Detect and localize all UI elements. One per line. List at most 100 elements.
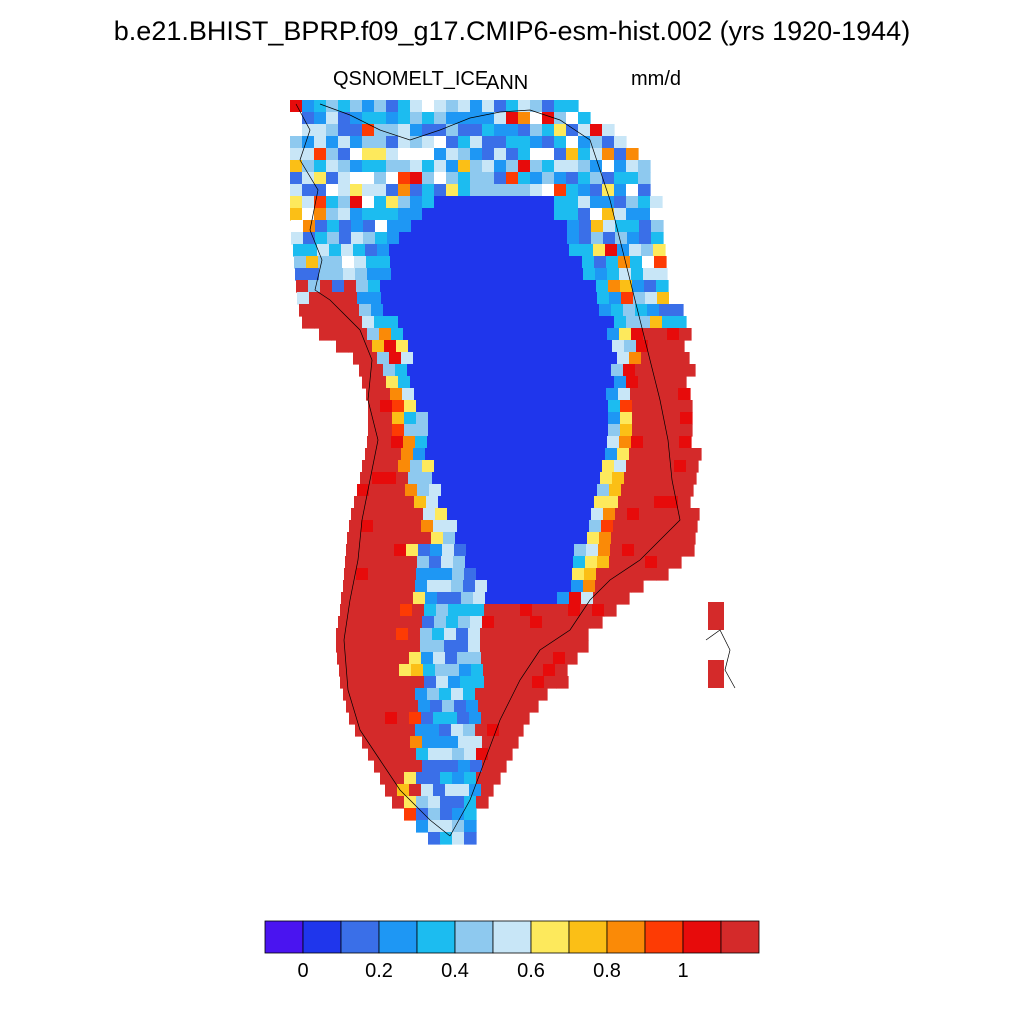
map-cell xyxy=(452,820,465,833)
map-cell xyxy=(614,460,627,473)
map-cell xyxy=(470,184,483,197)
map-cell xyxy=(372,340,385,353)
map-cell xyxy=(498,496,511,509)
map-cell xyxy=(452,772,465,785)
map-cell xyxy=(578,616,591,629)
map-cell xyxy=(436,604,449,617)
map-cell xyxy=(617,244,630,257)
map-cell xyxy=(527,532,540,545)
map-cell xyxy=(365,592,378,605)
map-cell xyxy=(632,412,645,425)
map-cell xyxy=(422,376,435,389)
colorbar-box xyxy=(454,920,494,954)
map-cell xyxy=(461,448,474,461)
map-cell xyxy=(554,184,567,197)
map-cell xyxy=(558,388,571,401)
map-cell xyxy=(420,340,433,353)
map-cell xyxy=(463,268,476,281)
map-cell xyxy=(409,520,422,533)
map-cell xyxy=(602,184,615,197)
map-cell xyxy=(605,352,618,365)
map-cell xyxy=(605,244,618,257)
map-cell xyxy=(671,364,684,377)
map-cell xyxy=(390,496,403,509)
map-cell xyxy=(525,556,538,569)
map-cell xyxy=(435,508,448,521)
map-cell xyxy=(532,604,545,617)
map-cell xyxy=(422,172,435,185)
map-cell xyxy=(340,676,353,689)
map-cell xyxy=(529,520,542,533)
map-cell xyxy=(395,532,408,545)
map-cell xyxy=(654,388,667,401)
colorbar-box xyxy=(378,920,418,954)
map-cell xyxy=(550,544,563,557)
map-cell xyxy=(530,316,543,329)
map-cell xyxy=(416,400,429,413)
map-cell xyxy=(523,436,536,449)
map-cell xyxy=(569,244,582,257)
map-cell xyxy=(350,616,363,629)
map-cell xyxy=(604,604,617,617)
map-cell xyxy=(365,244,378,257)
map-cell xyxy=(431,364,444,377)
map-cell xyxy=(499,724,512,737)
map-cell xyxy=(417,292,430,305)
map-cell xyxy=(634,544,647,557)
map-cell xyxy=(611,364,624,377)
map-cell xyxy=(445,784,458,797)
map-cell xyxy=(422,196,435,209)
map-cell xyxy=(588,340,601,353)
map-cell xyxy=(405,556,418,569)
map-cell xyxy=(631,328,644,341)
map-cell xyxy=(405,484,418,497)
map-cell xyxy=(517,520,530,533)
map-cell xyxy=(382,700,395,713)
map-cell xyxy=(345,556,358,569)
colorbar-tick-label: 0 xyxy=(297,960,309,982)
map-cell xyxy=(351,664,364,677)
map-cell xyxy=(518,136,531,149)
map-cell xyxy=(590,136,603,149)
map-cell xyxy=(341,244,354,257)
map-cell xyxy=(410,460,423,473)
map-cell xyxy=(571,436,584,449)
map-cell xyxy=(497,448,510,461)
map-cell xyxy=(614,160,627,173)
map-cell xyxy=(389,592,402,605)
map-cell xyxy=(452,808,465,821)
map-cell xyxy=(686,460,699,473)
map-cell xyxy=(500,412,513,425)
map-cell xyxy=(685,520,698,533)
map-cell xyxy=(482,760,495,773)
map-cell xyxy=(428,748,441,761)
map-cell xyxy=(483,508,496,521)
map-cell xyxy=(397,652,410,665)
map-cell xyxy=(552,472,565,485)
map-cell xyxy=(602,316,615,329)
map-cell xyxy=(614,148,627,161)
coastline-segment xyxy=(705,629,736,689)
colorbar-tick-label: 1 xyxy=(677,960,689,982)
map-cell xyxy=(387,508,400,521)
map-cell xyxy=(481,520,494,533)
map-cell xyxy=(413,244,426,257)
map-cell xyxy=(404,808,417,821)
map-cell xyxy=(368,424,381,437)
map-cell xyxy=(361,520,374,533)
map-cell xyxy=(624,340,637,353)
map-cell xyxy=(338,196,351,209)
map-cell xyxy=(339,664,352,677)
map-cell xyxy=(542,136,555,149)
map-cell xyxy=(530,208,543,221)
map-cell xyxy=(347,304,360,317)
map-cell xyxy=(507,508,520,521)
map-cell xyxy=(482,196,495,209)
map-cell xyxy=(327,220,340,233)
map-cell xyxy=(567,232,580,245)
map-cells xyxy=(290,100,724,845)
map-cell xyxy=(613,520,626,533)
map-cell xyxy=(467,304,480,317)
map-cell xyxy=(578,208,591,221)
map-cell xyxy=(410,124,423,137)
